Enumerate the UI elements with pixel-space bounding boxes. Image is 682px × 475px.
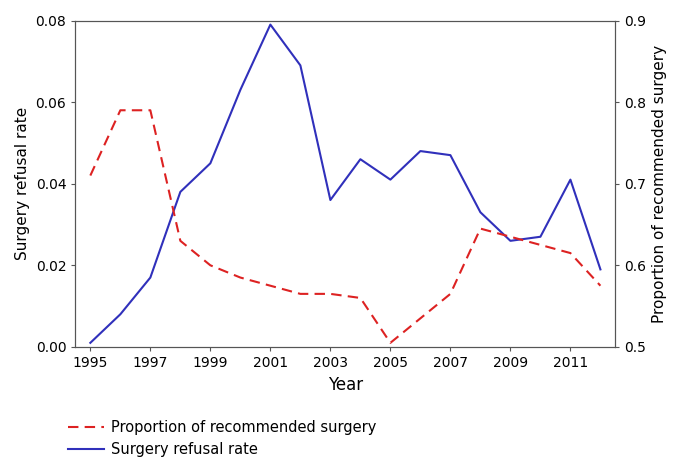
Surgery refusal rate xyxy=(596,266,604,272)
Proportion of recommended surgery xyxy=(326,291,334,297)
Surgery refusal rate xyxy=(536,234,544,239)
Surgery refusal rate xyxy=(446,152,454,158)
X-axis label: Year: Year xyxy=(328,376,363,393)
Surgery refusal rate xyxy=(356,156,364,162)
Proportion of recommended surgery xyxy=(536,242,544,248)
Proportion of recommended surgery xyxy=(236,275,244,280)
Surgery refusal rate xyxy=(116,312,124,317)
Surgery refusal rate xyxy=(296,63,304,68)
Surgery refusal rate xyxy=(476,209,484,215)
Surgery refusal rate xyxy=(386,177,394,182)
Proportion of recommended surgery xyxy=(386,340,394,346)
Proportion of recommended surgery xyxy=(296,291,304,297)
Line: Proportion of recommended surgery: Proportion of recommended surgery xyxy=(90,110,600,343)
Line: Surgery refusal rate: Surgery refusal rate xyxy=(90,25,600,343)
Surgery refusal rate xyxy=(86,340,94,346)
Surgery refusal rate xyxy=(416,148,424,154)
Proportion of recommended surgery xyxy=(146,107,154,113)
Proportion of recommended surgery xyxy=(416,315,424,321)
Surgery refusal rate xyxy=(326,197,334,203)
Surgery refusal rate xyxy=(506,238,514,244)
Surgery refusal rate xyxy=(266,22,274,28)
Proportion of recommended surgery xyxy=(356,295,364,301)
Surgery refusal rate xyxy=(206,161,214,166)
Surgery refusal rate xyxy=(176,189,184,195)
Proportion of recommended surgery xyxy=(206,263,214,268)
Surgery refusal rate xyxy=(146,275,154,280)
Surgery refusal rate xyxy=(566,177,574,182)
Proportion of recommended surgery xyxy=(116,107,124,113)
Surgery refusal rate xyxy=(236,87,244,93)
Proportion of recommended surgery xyxy=(566,250,574,256)
Proportion of recommended surgery xyxy=(176,238,184,244)
Proportion of recommended surgery xyxy=(596,283,604,289)
Proportion of recommended surgery xyxy=(476,226,484,231)
Proportion of recommended surgery xyxy=(446,291,454,297)
Legend: Proportion of recommended surgery, Surgery refusal rate: Proportion of recommended surgery, Surge… xyxy=(62,414,383,463)
Y-axis label: Surgery refusal rate: Surgery refusal rate xyxy=(15,107,30,260)
Proportion of recommended surgery xyxy=(506,234,514,239)
Proportion of recommended surgery xyxy=(86,173,94,179)
Y-axis label: Proportion of recommended surgery: Proportion of recommended surgery xyxy=(652,45,667,323)
Proportion of recommended surgery xyxy=(266,283,274,289)
